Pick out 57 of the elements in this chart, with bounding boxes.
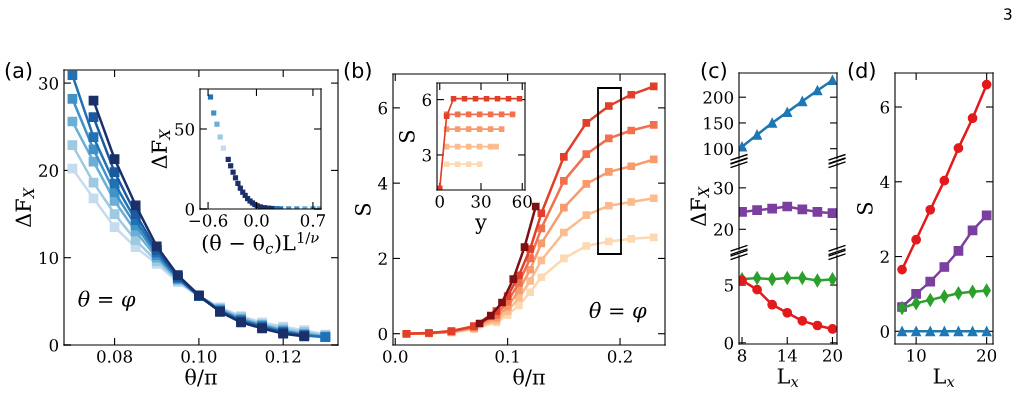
y-tick-label: 4: [378, 177, 388, 190]
y-tick-label: 5: [724, 279, 733, 292]
x-axis-title: (θ − θ$_{c}$)L$^{1/ν}$: [202, 231, 319, 254]
text: (b): [344, 62, 371, 81]
y-tick-label: 50: [175, 122, 195, 136]
x-tick-label: 0.1: [495, 350, 519, 363]
x-axis-title: L$_{x}$: [777, 368, 799, 387]
x-tick-label: 60: [512, 195, 532, 208]
x-tick-label: 0.7: [300, 214, 325, 227]
annotation: θ = φ: [589, 301, 647, 323]
y-axis-title: ΔF$_{X}$: [15, 187, 35, 228]
y-tick-label: 20: [714, 223, 734, 236]
x-axis-title: θ/π: [185, 368, 217, 387]
y-tick-label: 20: [39, 164, 59, 177]
y-tick-label: 0: [49, 338, 59, 352]
text: (d): [848, 62, 875, 81]
x-tick-label: 0.0: [383, 350, 408, 363]
x-tick-label: 10: [907, 349, 926, 362]
y-tick-label: 100: [704, 142, 734, 156]
y-tick-label: 6: [378, 101, 388, 115]
x-tick-label: 0.0: [244, 214, 269, 227]
y-tick-label: 150: [704, 116, 734, 130]
y-tick-label: 200: [703, 91, 734, 104]
y-tick-label: 10: [39, 251, 59, 265]
y-tick-label: 2: [880, 250, 889, 263]
y-axis-title: ΔF$_{X}$: [690, 186, 710, 227]
x-tick-label: 30: [471, 195, 491, 208]
text: (c): [701, 62, 726, 81]
x-tick-label: 20: [977, 349, 997, 362]
y-axis-title: S: [856, 202, 873, 214]
annotation: θ = φ: [78, 290, 136, 311]
text: (a): [5, 62, 32, 81]
y-axis-title: ΔF$_{X}$: [151, 128, 171, 169]
x-axis-title: L$_{x}$: [933, 368, 955, 387]
x-tick-label: 14: [778, 349, 798, 362]
y-tick-label: 30: [39, 77, 59, 90]
x-axis-title: y: [475, 218, 487, 234]
x-tick-label: 0: [435, 195, 444, 208]
x-tick-label: 0.08: [97, 350, 133, 363]
x-tick-label: 8: [737, 349, 747, 362]
x-tick-label: 20: [823, 349, 842, 362]
y-tick-label: 0: [724, 336, 734, 350]
y-axis-title: S: [398, 130, 415, 142]
y-tick-label: 0: [378, 327, 388, 341]
x-tick-label: 0.2: [607, 350, 632, 363]
y-tick-label: 6: [880, 100, 890, 114]
x-tick-label: 0.12: [265, 350, 301, 363]
y-tick-label: 2: [378, 252, 387, 265]
text: 3: [1004, 8, 1012, 20]
y-tick-label: 4: [880, 175, 890, 189]
x-tick-label: 0.10: [181, 350, 217, 363]
x-tick-label: −0.6: [189, 214, 228, 227]
y-tick-label: 6: [422, 93, 432, 107]
y-tick-label: 0: [880, 325, 890, 338]
y-axis-title: S: [354, 203, 371, 215]
x-axis-title: θ/π: [513, 368, 545, 387]
y-tick-label: 30: [714, 181, 734, 195]
